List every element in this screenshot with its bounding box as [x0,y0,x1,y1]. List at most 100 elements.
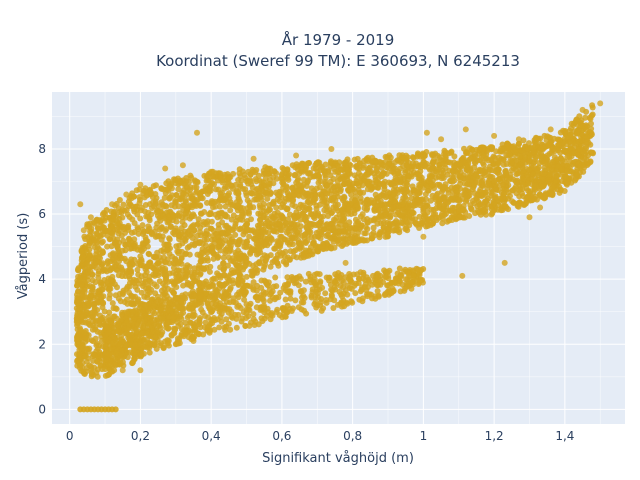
data-point [291,227,298,234]
data-point [81,273,88,280]
data-point [235,256,242,263]
data-point [170,259,177,266]
data-point [496,154,502,161]
data-point [263,189,270,196]
data-point [138,289,145,296]
data-point [439,160,446,167]
data-point [380,279,386,285]
data-point [427,197,434,204]
data-point [77,328,84,335]
data-point [440,205,447,212]
data-point [253,167,260,173]
data-point [110,257,117,263]
data-point [268,236,275,243]
data-point [225,175,232,182]
data-point [127,245,134,252]
data-point [313,160,320,167]
data-points [73,100,604,413]
data-point [265,180,272,187]
data-point [282,313,289,320]
data-point [166,270,173,277]
data-point [227,326,234,333]
data-point [259,237,265,244]
data-point [124,310,131,317]
data-point [479,146,486,153]
data-point [384,231,391,238]
data-point [382,194,389,201]
data-point [146,201,153,208]
data-point [176,236,183,243]
data-point [129,216,136,223]
data-point [150,183,157,190]
data-point [146,349,153,356]
data-point [575,152,582,158]
data-point [331,216,337,223]
data-point [91,307,98,314]
data-point [115,272,122,279]
data-point [229,202,236,209]
data-point [246,233,253,240]
data-point [104,232,111,239]
data-point [388,181,395,188]
data-point [356,189,363,196]
data-point [307,192,314,199]
data-point [335,173,342,180]
data-point [197,193,204,200]
data-point [247,249,254,256]
data-point [76,351,83,358]
data-point [323,274,330,281]
data-point [174,212,181,219]
data-point [364,291,370,298]
data-point [505,189,512,196]
data-point [276,220,283,227]
data-point [76,305,83,312]
data-point [305,228,312,235]
data-point [179,240,186,247]
data-point [438,213,445,219]
data-point [287,192,293,199]
data-point [519,164,526,171]
data-point [266,170,273,177]
data-point [299,210,306,217]
data-point [208,218,215,225]
data-point [134,286,141,293]
data-point [270,180,277,187]
data-point [154,249,161,256]
data-point [115,255,122,262]
data-point [451,177,458,184]
data-point [588,120,594,127]
data-point [340,236,347,243]
data-point [207,187,214,194]
data-point [191,269,198,276]
data-point [230,280,237,287]
data-point [289,184,296,191]
data-point [91,237,98,244]
data-point [292,297,299,304]
data-point [189,193,195,200]
data-point [247,177,254,183]
data-point [149,308,156,315]
data-point [120,223,127,230]
data-point [297,201,304,208]
data-point [570,150,577,156]
data-point [79,253,86,260]
data-point [287,295,294,302]
data-point [538,153,545,160]
data-point [97,329,104,336]
data-point [279,165,286,171]
data-point [351,172,358,179]
data-point [210,250,217,257]
data-point [263,209,270,216]
data-point [494,166,501,173]
data-point [275,262,282,269]
data-point [178,230,185,236]
data-point [152,262,159,269]
data-point [525,145,532,152]
data-point [88,229,95,235]
data-point [182,199,189,205]
data-point [295,304,302,311]
data-point [341,181,348,187]
data-point [367,199,374,206]
data-point [242,186,249,193]
data-point [188,174,195,181]
